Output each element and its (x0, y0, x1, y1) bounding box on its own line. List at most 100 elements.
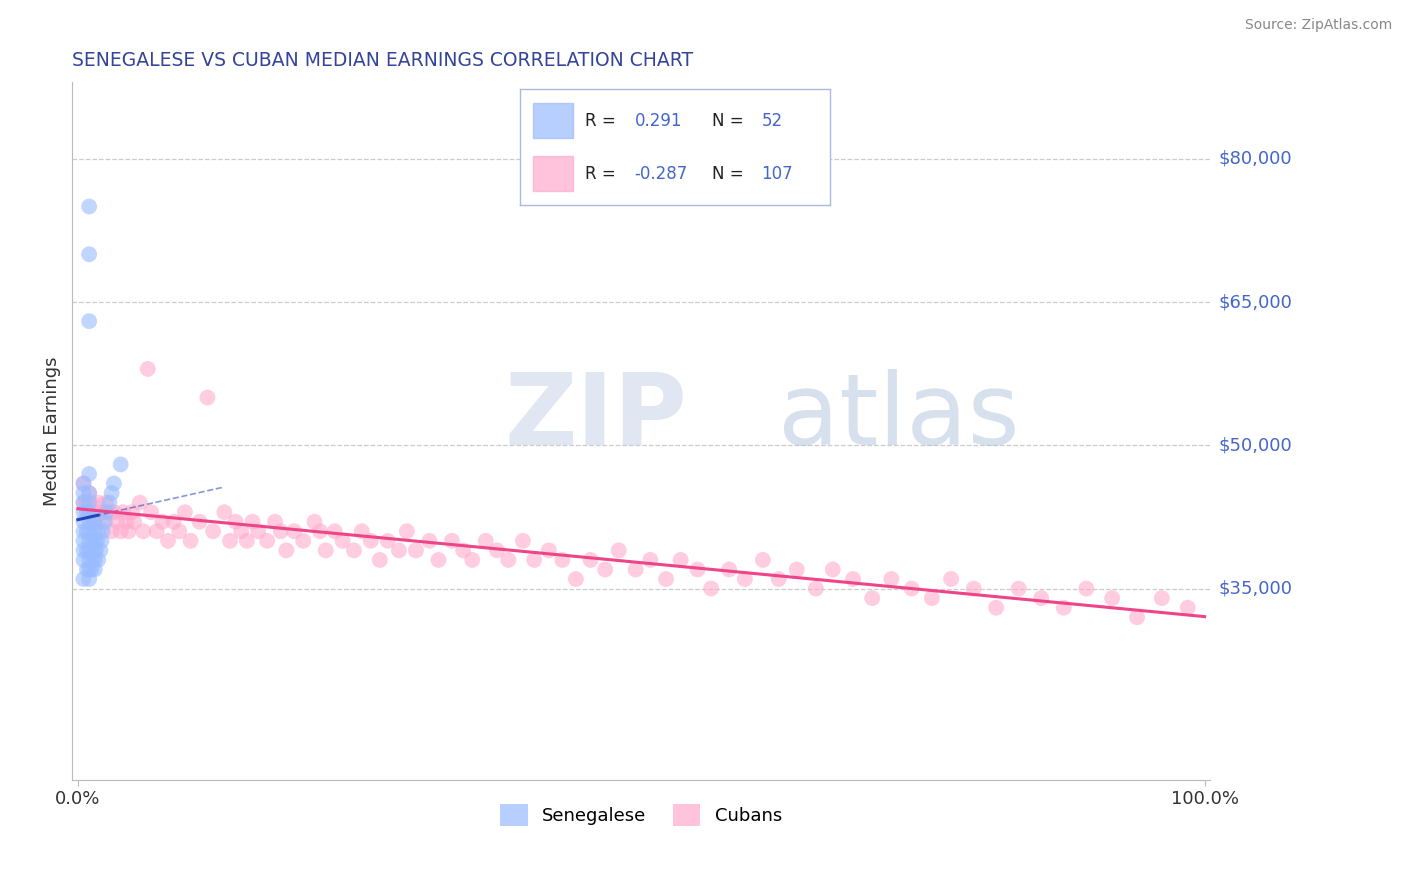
Point (77, 486, 100, 500)
Point (343, 543, 366, 558)
Point (360, 533, 382, 548)
Legend: Senegalese, Cubans: Senegalese, Cubans (494, 797, 789, 833)
Text: $65,000: $65,000 (1219, 293, 1292, 311)
Point (72, 533, 94, 548)
Point (83, 505, 105, 519)
Point (98, 505, 121, 519)
Point (94, 495, 117, 509)
Point (395, 524, 418, 539)
Point (551, 553, 574, 567)
Point (103, 476, 125, 491)
Point (638, 553, 661, 567)
Point (122, 515, 145, 529)
Point (150, 515, 173, 529)
Point (72, 524, 94, 539)
Point (900, 582, 922, 596)
Point (247, 524, 270, 539)
Point (83, 543, 105, 558)
Text: 52: 52 (762, 112, 783, 129)
Point (880, 572, 903, 586)
Point (72, 543, 94, 558)
Point (91, 524, 114, 539)
Point (309, 524, 332, 539)
Point (451, 543, 474, 558)
Point (315, 543, 337, 558)
Point (72, 495, 94, 509)
Point (72, 495, 94, 509)
Point (202, 524, 225, 539)
Point (94, 505, 117, 519)
Point (128, 495, 150, 509)
Point (80, 543, 103, 558)
Point (72, 486, 94, 500)
Point (188, 515, 211, 529)
Text: $80,000: $80,000 (1219, 150, 1292, 168)
Point (110, 458, 132, 472)
Point (77, 515, 100, 529)
Point (115, 515, 138, 529)
Point (103, 505, 125, 519)
Point (842, 572, 865, 586)
Point (76, 505, 98, 519)
Text: $35,000: $35,000 (1219, 580, 1292, 598)
Point (94, 515, 117, 529)
Point (565, 572, 588, 586)
Point (87, 524, 110, 539)
Point (82, 553, 104, 567)
Point (180, 533, 202, 548)
Point (498, 553, 520, 567)
Point (83, 515, 105, 529)
Point (77, 200, 100, 214)
Point (1053, 600, 1076, 615)
Point (77, 486, 100, 500)
Text: N =: N = (711, 112, 744, 129)
Point (860, 591, 883, 606)
Point (242, 515, 264, 529)
Point (418, 533, 440, 548)
Point (1126, 610, 1149, 624)
Point (579, 553, 602, 567)
Point (174, 505, 197, 519)
Text: R =: R = (585, 165, 616, 183)
Point (405, 543, 427, 558)
Point (72, 476, 94, 491)
Point (377, 533, 399, 548)
Point (276, 543, 298, 558)
Point (91, 515, 114, 529)
Point (427, 553, 450, 567)
Point (304, 515, 326, 529)
Point (804, 582, 827, 596)
Point (76, 495, 98, 509)
Point (76, 524, 98, 539)
Point (219, 533, 242, 548)
Text: R =: R = (585, 112, 616, 129)
Point (83, 515, 105, 529)
Point (388, 543, 411, 558)
Point (655, 572, 678, 586)
Point (77, 553, 100, 567)
Point (1101, 591, 1123, 606)
Point (100, 524, 122, 539)
Point (132, 524, 155, 539)
Point (962, 582, 984, 596)
Text: $50,000: $50,000 (1219, 436, 1292, 454)
Point (700, 582, 723, 596)
Text: ZIP: ZIP (505, 368, 688, 466)
Point (537, 543, 560, 558)
Text: N =: N = (711, 165, 744, 183)
Point (72, 476, 94, 491)
Point (77, 505, 100, 519)
Point (82, 533, 104, 548)
Point (77, 572, 100, 586)
Point (197, 391, 219, 405)
Point (368, 553, 391, 567)
Point (87, 553, 110, 567)
Point (169, 524, 191, 539)
Point (89, 543, 111, 558)
Point (350, 524, 373, 539)
Point (1076, 582, 1098, 596)
Point (77, 524, 100, 539)
Text: 107: 107 (762, 165, 793, 183)
Point (718, 562, 741, 576)
Point (105, 515, 128, 529)
